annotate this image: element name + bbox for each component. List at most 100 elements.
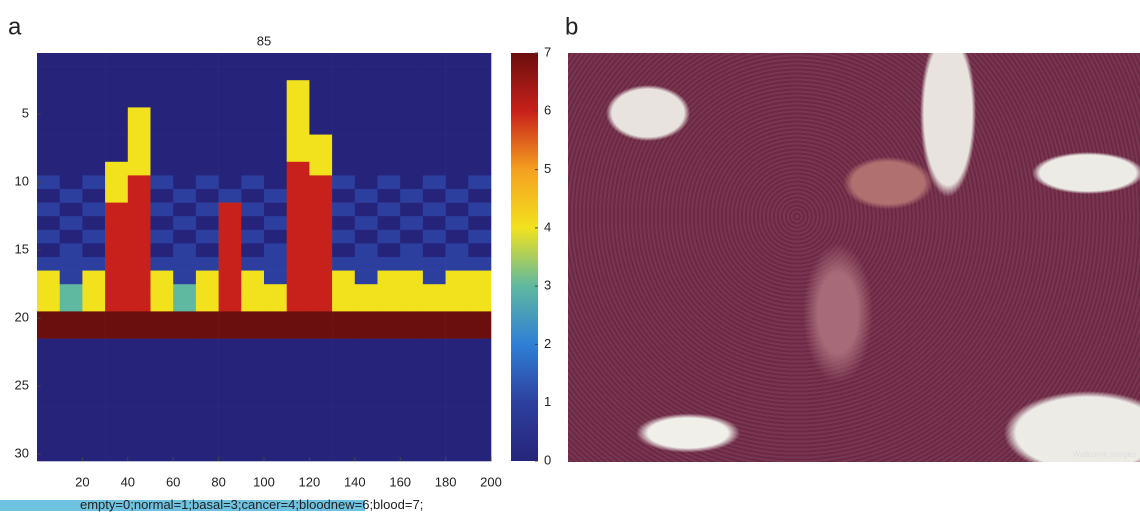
- heatmap-cell: [286, 243, 310, 258]
- heatmap-cell: [309, 352, 333, 367]
- heatmap-cell: [264, 229, 287, 244]
- heatmap-cell: [400, 393, 424, 407]
- heatmap-cell: [218, 311, 242, 326]
- heatmap-cell: [218, 257, 242, 271]
- heatmap-cell: [286, 216, 310, 231]
- heatmap-cell: [82, 216, 106, 231]
- heatmap-cell: [468, 393, 492, 407]
- heatmap-cell: [445, 433, 469, 448]
- heatmap-cell: [377, 270, 401, 285]
- heatmap-cell: [400, 66, 424, 81]
- y-tick-label: 30: [15, 446, 29, 461]
- heatmap-cell: [127, 175, 151, 190]
- heatmap-cell: [127, 161, 151, 176]
- heatmap-cell: [150, 338, 174, 353]
- colorbar-tick-label: 5: [544, 161, 551, 176]
- heatmap-cell: [400, 229, 424, 244]
- heatmap-cell: [82, 352, 106, 367]
- heatmap-cell: [82, 257, 106, 271]
- heatmap-cell: [173, 243, 197, 258]
- heatmap-cell: [468, 243, 492, 258]
- heatmap-cell: [422, 311, 446, 326]
- heatmap-cell: [218, 284, 242, 299]
- heatmap-cell: [218, 93, 242, 108]
- heatmap-cell: [332, 148, 356, 163]
- heatmap-cell: [286, 66, 310, 81]
- heatmap-cell: [445, 270, 469, 285]
- heatmap-cell: [150, 229, 174, 244]
- heatmap-cell: [241, 365, 265, 380]
- heatmap-cell: [309, 161, 333, 176]
- heatmap-cell: [241, 229, 265, 244]
- heatmap-cell: [150, 447, 174, 462]
- heatmap-cell: [332, 284, 356, 299]
- heatmap-cell: [309, 107, 333, 122]
- heatmap-cell: [218, 53, 242, 67]
- heatmap-cell: [400, 284, 424, 299]
- heatmap-cell: [422, 148, 446, 163]
- heatmap-cell: [127, 107, 151, 122]
- heatmap-cell: [354, 229, 378, 244]
- heatmap-cell: [377, 311, 401, 326]
- heatmap-cell: [195, 121, 219, 135]
- heatmap-cell: [59, 243, 83, 258]
- heatmap-cell: [150, 365, 174, 380]
- heatmap-cell: [445, 393, 469, 407]
- heatmap-cell: [354, 297, 378, 312]
- heatmap-cell: [445, 447, 469, 462]
- heatmap-cell: [332, 161, 356, 176]
- heatmap-cell: [195, 433, 219, 448]
- heatmap-cell: [286, 257, 310, 271]
- heatmap-cell: [354, 406, 378, 421]
- heatmap-cell: [127, 270, 151, 285]
- heatmap-cell: [422, 379, 446, 394]
- heatmap-cell: [445, 311, 469, 326]
- heatmap-cell: [150, 80, 174, 95]
- heatmap-cell: [354, 433, 378, 448]
- heatmap-cell: [468, 284, 492, 299]
- heatmap-cell: [332, 66, 356, 81]
- heatmap-cell: [422, 216, 446, 231]
- heatmap-cell: [354, 80, 378, 95]
- heatmap-cell: [400, 216, 424, 231]
- heatmap-cell: [59, 93, 83, 108]
- heatmap-cell: [105, 161, 129, 176]
- heatmap-cell: [241, 393, 265, 407]
- heatmap-cell: [218, 161, 242, 176]
- heatmap-cell: [354, 311, 378, 326]
- heatmap-cell: [127, 297, 151, 312]
- heatmap-cell: [332, 80, 356, 95]
- heatmap-cell: [445, 297, 469, 312]
- heatmap-cell: [309, 189, 333, 203]
- heatmap-cell: [82, 393, 106, 407]
- heatmap-cell: [150, 433, 174, 448]
- heatmap-cell: [354, 161, 378, 176]
- heatmap-cell: [264, 93, 287, 108]
- heatmap-cell: [377, 161, 401, 176]
- heatmap-cell: [150, 406, 174, 421]
- heatmap-cell: [400, 365, 424, 380]
- heatmap-cell: [82, 365, 106, 380]
- heatmap-cell: [422, 243, 446, 258]
- heatmap-cell: [127, 447, 151, 462]
- heatmap-cell: [468, 134, 492, 149]
- heatmap-cell: [173, 161, 197, 176]
- heatmap-cell: [127, 433, 151, 448]
- heatmap-cell: [37, 270, 60, 285]
- heatmap-cell: [173, 297, 197, 312]
- heatmap-cell: [173, 53, 197, 67]
- heatmap-cell: [377, 406, 401, 421]
- heatmap-cell: [173, 107, 197, 122]
- heatmap-cell: [400, 257, 424, 271]
- heatmap-cell: [377, 202, 401, 217]
- heatmap-cell: [309, 243, 333, 258]
- panel-label: b: [565, 13, 578, 40]
- x-tick-label: 100: [253, 474, 275, 489]
- heatmap-cell: [445, 365, 469, 380]
- heatmap-cell: [445, 66, 469, 81]
- heatmap-cell: [218, 365, 242, 380]
- heatmap-cell: [309, 216, 333, 231]
- heatmap-cell: [377, 379, 401, 394]
- heatmap-cell: [422, 93, 446, 108]
- heatmap-cell: [173, 216, 197, 231]
